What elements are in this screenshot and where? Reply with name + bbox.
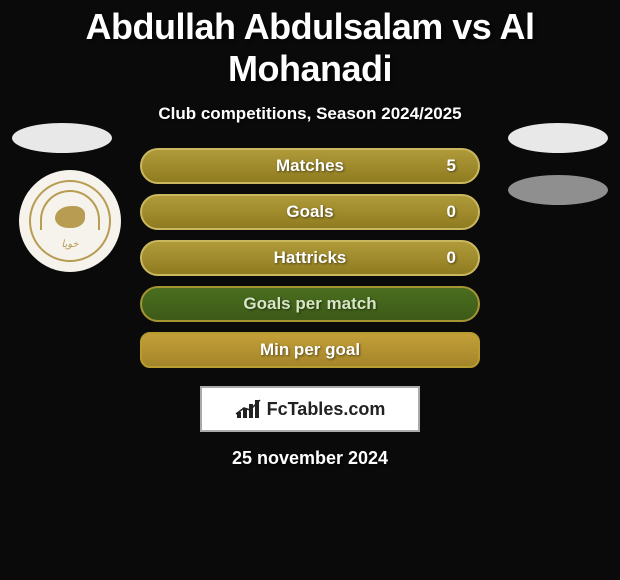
stat-row-goals: Goals 0 xyxy=(140,194,480,230)
stat-value: 5 xyxy=(447,156,456,176)
page-subtitle: Club competitions, Season 2024/2025 xyxy=(158,104,461,124)
stat-label: Matches xyxy=(276,156,344,176)
stat-label: Goals xyxy=(286,202,333,222)
stat-label: Goals per match xyxy=(243,294,376,314)
stat-value: 0 xyxy=(447,202,456,222)
footer-date: 25 november 2024 xyxy=(232,448,388,469)
page-title: Abdullah Abdulsalam vs Al Mohanadi xyxy=(0,6,620,90)
stat-value: 0 xyxy=(447,248,456,268)
stat-row-matches: Matches 5 xyxy=(140,148,480,184)
stat-label: Hattricks xyxy=(274,248,347,268)
brand-label: FcTables.com xyxy=(267,399,386,420)
stat-row-goals-per-match: Goals per match xyxy=(140,286,480,322)
stat-row-hattricks: Hattricks 0 xyxy=(140,240,480,276)
stat-row-min-per-goal: Min per goal xyxy=(140,332,480,368)
stat-label: Min per goal xyxy=(260,340,360,360)
stats-list: Matches 5 Goals 0 Hattricks 0 Goals per … xyxy=(0,148,620,368)
bar-chart-icon xyxy=(235,398,261,420)
brand-attribution[interactable]: FcTables.com xyxy=(200,386,420,432)
